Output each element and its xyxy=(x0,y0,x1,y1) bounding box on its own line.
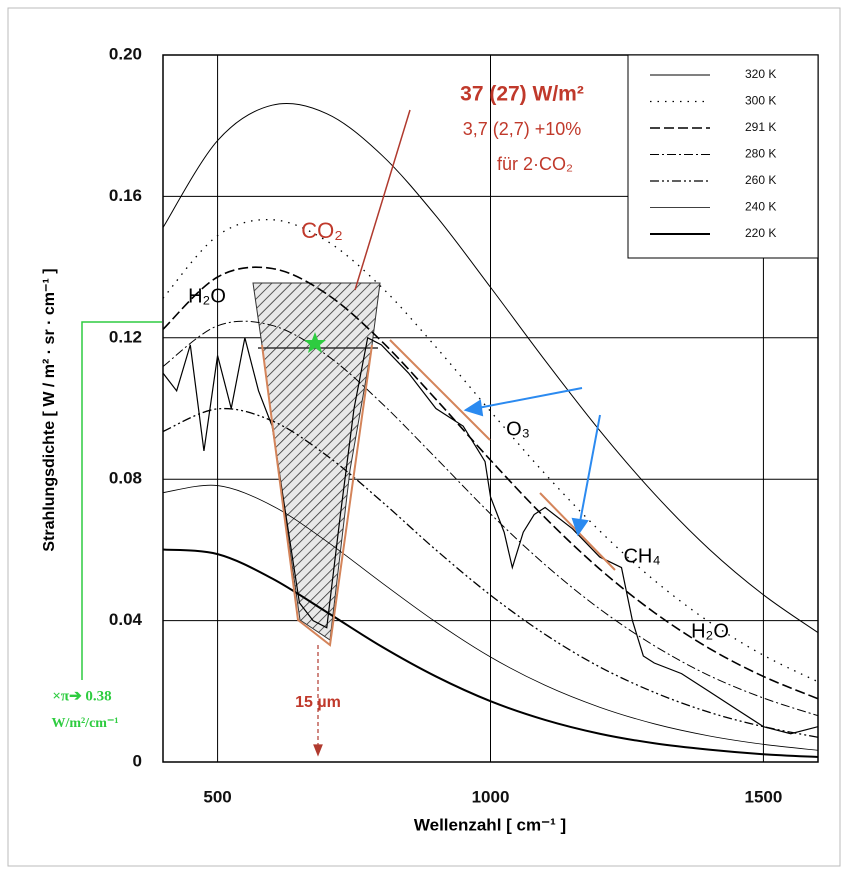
pointer xyxy=(354,109,411,291)
legend-label: 300 K xyxy=(745,94,776,108)
x-tick-label: 500 xyxy=(203,787,231,806)
y-axis-title: Strahlungsdichte [ W / m² · sr · cm⁻¹ ] xyxy=(41,268,58,551)
legend-label: 280 K xyxy=(745,147,776,161)
legend-entries: 320 K 300 K 291 K 280 K 260 K 240 K 220 K xyxy=(650,67,776,240)
annotation: H₂O xyxy=(691,620,729,642)
planck-curve xyxy=(163,266,818,700)
planck-curve xyxy=(163,102,818,634)
legend xyxy=(627,54,819,259)
arrows xyxy=(463,387,601,537)
annotation: CH₄ xyxy=(623,545,660,567)
x-axis-title: Wellenzahl [ cm⁻¹ ] xyxy=(414,815,566,834)
annotation: W/m²/cm⁻¹ xyxy=(51,716,118,731)
legend-label: 291 K xyxy=(745,120,776,134)
annotation: ×π➔ 0.38 xyxy=(52,688,111,704)
spectrum xyxy=(163,336,818,735)
legend-label: 220 K xyxy=(745,226,776,240)
y-tick-label: 0.16 xyxy=(109,186,142,205)
annotation: 15 µm xyxy=(295,694,341,711)
legend-label: 260 K xyxy=(745,173,776,187)
annotation: CO₂ xyxy=(301,218,343,243)
bracket xyxy=(81,321,162,680)
o3-outline xyxy=(389,339,491,441)
y-tick-label: 0 xyxy=(133,751,142,770)
legend-label: 240 K xyxy=(745,200,776,214)
plot-frame xyxy=(162,54,819,763)
marker xyxy=(304,332,326,353)
annotation: 37 (27) W/m² xyxy=(460,83,584,106)
wavelength-arrow xyxy=(313,645,323,757)
annotation: H₂O xyxy=(188,285,226,307)
planck-curve xyxy=(163,320,818,717)
y-tick-label: 0.20 xyxy=(109,44,142,63)
co2-outline xyxy=(261,344,373,647)
annotation: O₃ xyxy=(506,418,530,440)
annotation: für 2·CO₂ xyxy=(497,154,573,174)
legend-label: 320 K xyxy=(745,67,776,81)
y-tick-label: 0.12 xyxy=(109,327,142,346)
y-tick-label: 0.08 xyxy=(109,469,142,488)
planck-curve xyxy=(163,484,818,751)
x-tick-label: 1000 xyxy=(472,787,510,806)
x-tick-label: 1500 xyxy=(745,787,783,806)
planck-curve xyxy=(163,548,818,759)
curves xyxy=(163,102,818,759)
y-tick-label: 0.04 xyxy=(109,610,143,629)
annotation: 3,7 (2,7) +10% xyxy=(463,119,582,139)
